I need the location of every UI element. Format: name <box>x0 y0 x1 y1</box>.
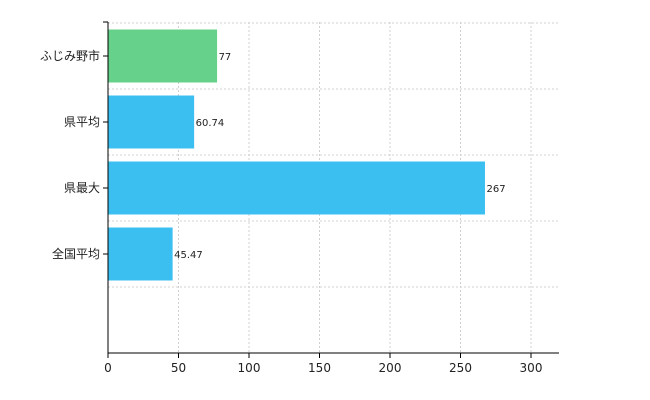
category-label: ふじみ野市 <box>40 48 100 63</box>
x-tick-label: 250 <box>449 361 472 375</box>
x-tick-label: 150 <box>308 361 331 375</box>
category-label: 県最大 <box>64 181 100 195</box>
x-tick-label: 50 <box>171 361 186 375</box>
x-tick-label: 200 <box>379 361 402 375</box>
bar <box>108 227 173 281</box>
category-label: 県平均 <box>64 115 100 129</box>
data-label: 45.47 <box>174 250 203 261</box>
x-tick-label: 100 <box>238 361 261 375</box>
x-tick-label: 300 <box>520 361 543 375</box>
x-tick-label: 0 <box>104 361 112 375</box>
bars <box>108 29 485 281</box>
bar <box>108 29 218 83</box>
x-ticks: 0 50 100 150 200 250 300 <box>104 353 542 375</box>
data-labels: 77 60.74 267 45.47 <box>174 52 505 261</box>
data-label: 77 <box>219 52 232 63</box>
data-label: 60.74 <box>196 118 225 129</box>
bar <box>108 161 485 215</box>
category-label: 全国平均 <box>52 246 100 261</box>
data-label: 267 <box>486 184 505 195</box>
bar <box>108 95 195 149</box>
